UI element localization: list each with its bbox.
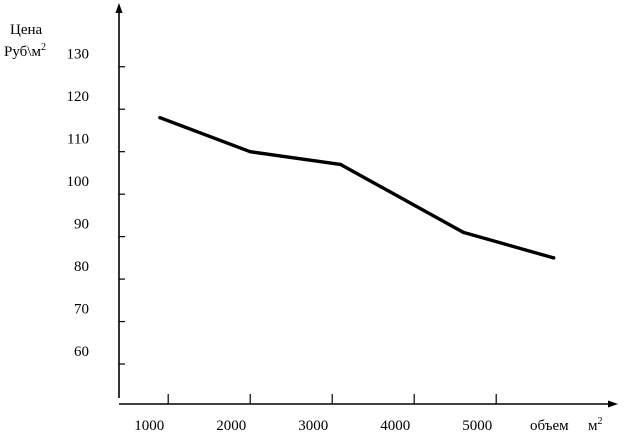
y-axis-unit: Руб\м <box>4 44 41 60</box>
y-tick-label: 120 <box>67 89 90 105</box>
y-tick-label: 80 <box>74 259 89 275</box>
y-axis-arrow-icon <box>115 3 123 13</box>
x-axis-arrow-icon <box>608 400 618 408</box>
x-axis-unit-superscript: 2 <box>598 416 603 427</box>
x-tick-label: 2000 <box>216 418 246 434</box>
x-axis-unit-label: м2 <box>588 416 603 434</box>
y-tick-label: 110 <box>67 132 89 148</box>
x-tick-label: 5000 <box>462 418 492 434</box>
x-axis-label: объем <box>530 418 569 434</box>
y-ticks: 60 70 80 90 100 110 120 130 <box>67 47 125 365</box>
y-axis-label: Цена <box>10 22 43 38</box>
data-point <box>338 162 343 167</box>
series-group <box>158 115 556 260</box>
y-axis-unit-label: Руб\м2 <box>4 42 46 60</box>
data-point <box>551 256 556 260</box>
data-point <box>461 230 466 235</box>
x-axis-unit: м <box>588 418 598 434</box>
x-tick-label: 1000 <box>134 418 164 434</box>
y-axis-unit-superscript: 2 <box>41 42 46 53</box>
x-tick-label: 3000 <box>298 418 328 434</box>
data-point <box>248 149 252 154</box>
y-tick-label: 70 <box>74 302 89 318</box>
chart-axes <box>115 3 618 408</box>
y-tick-label: 90 <box>74 217 89 233</box>
series-line <box>158 115 556 260</box>
y-tick-label: 60 <box>74 344 89 360</box>
y-tick-label: 130 <box>67 47 90 63</box>
data-point <box>158 116 162 120</box>
x-ticks: 1000 2000 3000 4000 5000 <box>134 394 497 434</box>
y-tick-label: 100 <box>67 174 90 190</box>
x-tick-label: 4000 <box>380 418 410 434</box>
